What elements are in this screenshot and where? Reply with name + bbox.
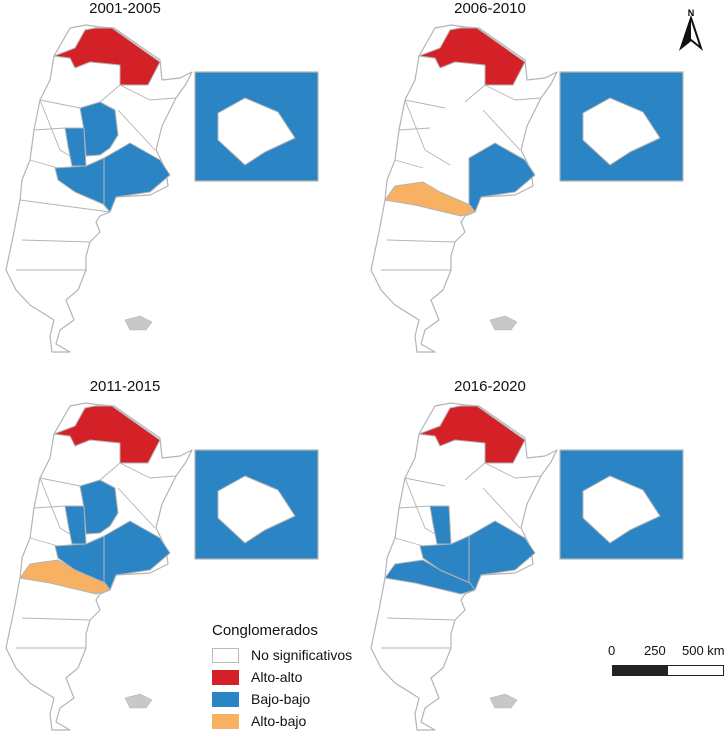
north-arrow-icon: N [678, 6, 704, 57]
legend: Conglomerados No significativos Alto-alt… [212, 622, 352, 732]
province-rio-negro [19, 559, 111, 595]
province-buenos-aires [468, 142, 536, 213]
legend-swatch [212, 713, 239, 729]
province-border [117, 487, 156, 529]
inset-caba [217, 97, 296, 166]
province-norte [418, 405, 526, 464]
province-border [39, 99, 81, 109]
province-border [119, 84, 177, 101]
panel-title: 2016-2020 [454, 378, 526, 395]
map-panel-2011-2015: 2011-2015 [0, 378, 364, 741]
panel-title: 2011-2015 [89, 378, 161, 395]
legend-item-no-significativos: No significativos [212, 644, 352, 666]
province-border [484, 462, 542, 479]
province-buenos-aires [468, 520, 536, 591]
province-norte [53, 27, 161, 86]
scale-bar-graphic [612, 665, 724, 676]
province-border [99, 462, 121, 481]
province-border [119, 462, 177, 479]
malvinas-islands [489, 693, 518, 709]
province-border [398, 127, 431, 131]
legend-swatch [212, 691, 239, 707]
province-border [464, 462, 486, 481]
legend-label: No significativos [251, 647, 353, 663]
argentina-map [370, 24, 684, 353]
inset-caba [217, 475, 296, 544]
province-border [19, 199, 111, 213]
legend-label: Bajo-bajo [251, 691, 311, 707]
province-border [117, 109, 156, 151]
scale-label: 500 km [682, 643, 725, 658]
argentina-map [370, 402, 684, 731]
argentina-map [5, 402, 319, 731]
legend-item-alto-alto: Alto-alto [212, 666, 352, 688]
inset-caba [582, 97, 661, 166]
malvinas-islands [489, 315, 518, 331]
province-rio-negro [384, 181, 476, 217]
province-border [484, 84, 542, 101]
province-border [29, 537, 59, 547]
map-panel-2016-2020: 2016-2020 [365, 378, 728, 741]
province-border [99, 84, 121, 103]
province-border [404, 477, 446, 487]
province-border [394, 159, 424, 169]
province-norte [418, 27, 526, 86]
province-border [39, 477, 81, 487]
province-border [21, 617, 91, 621]
province-border [33, 127, 66, 131]
province-border [404, 99, 446, 109]
legend-item-alto-bajo: Alto-bajo [212, 710, 352, 732]
province-border [394, 537, 424, 547]
province-border [21, 239, 91, 243]
province-border [482, 487, 521, 529]
province-border [29, 159, 59, 169]
legend-label: Alto-alto [251, 669, 303, 685]
province-border [404, 99, 451, 166]
north-label: N [688, 8, 695, 18]
scale-label: 0 [608, 643, 616, 658]
panel-title: 2001-2005 [89, 0, 161, 17]
legend-label: Alto-bajo [251, 713, 307, 729]
province-border [386, 617, 456, 621]
province-border [33, 505, 66, 509]
legend-swatch [212, 647, 239, 663]
malvinas-islands [124, 693, 153, 709]
province-border [464, 84, 486, 103]
province-border [386, 239, 456, 243]
province-norte [53, 405, 161, 464]
panel-title: 2006-2010 [454, 0, 526, 17]
province-rio-negro [384, 559, 476, 595]
inset-caba [582, 475, 661, 544]
malvinas-islands [124, 315, 153, 331]
argentina-map [5, 24, 319, 353]
scale-label: 250 [644, 643, 666, 658]
province-buenos-aires [103, 142, 171, 213]
legend-item-bajo-bajo: Bajo-bajo [212, 688, 352, 710]
legend-title: Conglomerados [212, 622, 318, 639]
map-panel-2001-2005: 2001-2005 [0, 0, 364, 370]
province-border [398, 505, 431, 509]
map-panel-2006-2010: 2006-2010 [365, 0, 728, 370]
province-border [482, 109, 521, 151]
legend-swatch [212, 669, 239, 685]
province-buenos-aires [103, 520, 171, 591]
